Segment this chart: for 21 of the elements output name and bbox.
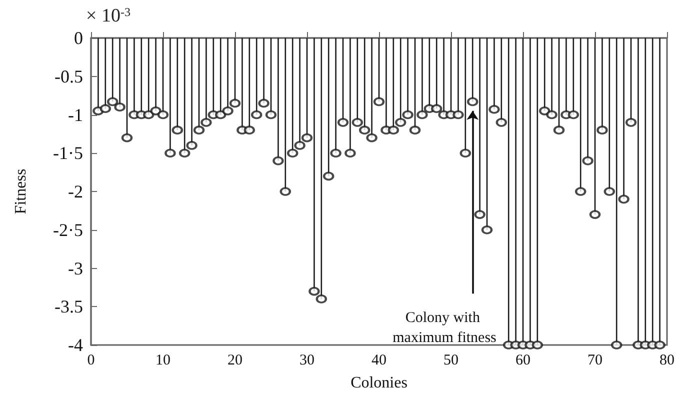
y-tick-label: -4 xyxy=(68,335,83,355)
x-tick-label: 20 xyxy=(228,352,242,368)
annotation: Colony with maximum fitness xyxy=(392,310,497,346)
y-axis-title: Fitness xyxy=(12,168,30,214)
y-tick-label: -3.5 xyxy=(54,296,83,317)
y-tick-label: -1 xyxy=(68,104,83,125)
x-tick-label: 0 xyxy=(87,352,95,368)
x-tick-label: 10 xyxy=(156,352,170,368)
x-axis-title: Colonies xyxy=(350,374,408,392)
y-tick-label: -3 xyxy=(68,258,83,278)
y-tick-label: -1·5 xyxy=(53,143,83,164)
y-tick-label: -0.5 xyxy=(54,66,83,86)
x-tick-label: 80 xyxy=(660,352,674,368)
x-tick-label: 70 xyxy=(588,352,602,368)
y-tick-label: 0 xyxy=(74,28,83,48)
x-tick-label: 40 xyxy=(372,352,386,368)
x-tick-label: 30 xyxy=(300,352,314,368)
x-tick-label: 60 xyxy=(516,352,530,368)
y-tick-label: -2·5 xyxy=(53,220,83,240)
y-tick-label: -2 xyxy=(68,182,83,202)
x-tick-label: 50 xyxy=(444,352,458,368)
